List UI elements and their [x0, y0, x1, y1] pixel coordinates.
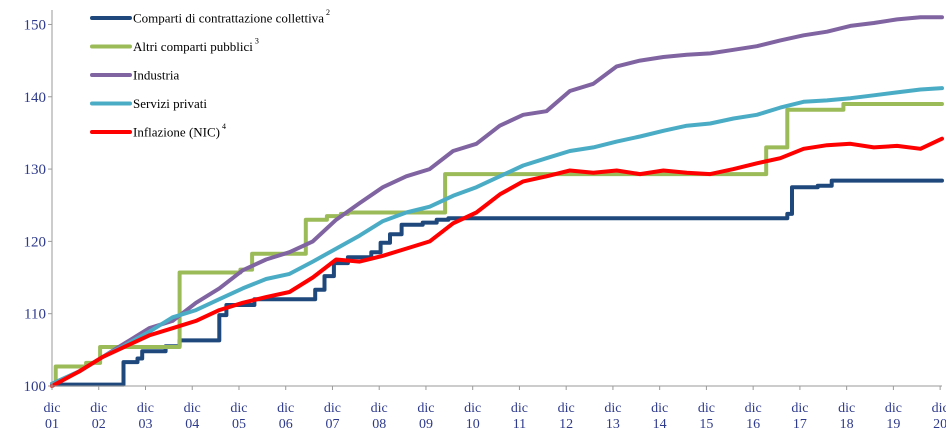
- x-tick-label-year: 06: [279, 417, 293, 429]
- x-tick-label: dic: [371, 401, 388, 416]
- x-tick-label: dic: [277, 401, 294, 416]
- x-tick-label: dic: [604, 401, 621, 416]
- y-tick-label: 110: [24, 307, 46, 323]
- x-tick-label: dic: [651, 401, 668, 416]
- x-tick-label: dic: [558, 401, 575, 416]
- x-tick-label: dic: [464, 401, 481, 416]
- y-tick-label: 120: [24, 234, 47, 250]
- x-tick-label-year: 09: [419, 417, 433, 429]
- x-tick-label-year: 03: [138, 417, 152, 429]
- x-tick-label: dic: [230, 401, 247, 416]
- x-tick-label-year: 13: [606, 417, 620, 429]
- x-tick-label: dic: [698, 401, 715, 416]
- x-tick-label-year: 19: [886, 417, 900, 429]
- x-tick-label: dic: [184, 401, 201, 416]
- legend-label: Industria: [133, 68, 179, 83]
- x-tick-label-year: 11: [513, 417, 526, 429]
- legend: Comparti di contrattazione collettiva 2 Al…: [90, 8, 330, 140]
- x-tick-label-year: 20: [933, 417, 946, 429]
- legend-label: Inflazione (NIC): [133, 125, 220, 140]
- x-tick-label: dic: [791, 401, 808, 416]
- x-tick-label-year: 10: [466, 417, 480, 429]
- x-tick-label-year: 14: [653, 417, 667, 429]
- series-line-1: [50, 178, 944, 387]
- x-tick-label-year: 18: [840, 417, 854, 429]
- legend-label: Altri comparti pubblici: [133, 39, 253, 54]
- legend-label: Servizi privati: [133, 96, 207, 111]
- x-tick-label-year: 04: [185, 417, 199, 429]
- series-line-5: [50, 136, 944, 388]
- x-tick-label: dic: [43, 401, 60, 416]
- x-tick-label-year: 15: [699, 417, 713, 429]
- series-layer: [50, 15, 944, 388]
- legend-footnote: 3: [255, 37, 259, 46]
- x-tick-label-year: 08: [372, 417, 386, 429]
- x-tick-label: dic: [90, 401, 107, 416]
- legend-label: Comparti di contrattazione collettiva: [133, 11, 324, 26]
- x-tick-label: dic: [324, 401, 341, 416]
- y-tick-label: 100: [24, 379, 47, 395]
- x-tick-label-year: 16: [746, 417, 760, 429]
- x-tick-label: dic: [417, 401, 434, 416]
- legend-footnote: 4: [222, 122, 226, 131]
- x-tick-label: dic: [932, 401, 946, 416]
- x-tick-label: dic: [838, 401, 855, 416]
- x-tick-label: dic: [885, 401, 902, 416]
- x-tick-label: dic: [511, 401, 528, 416]
- x-tick-label: dic: [745, 401, 762, 416]
- axes: 100110120130140150dic01dic02dic03dic04di…: [24, 10, 946, 429]
- x-tick-label-year: 12: [559, 417, 573, 429]
- y-tick-label: 130: [24, 162, 47, 178]
- series-line-4: [50, 86, 944, 386]
- x-tick-label-year: 05: [232, 417, 246, 429]
- x-tick-label-year: 02: [92, 417, 106, 429]
- legend-footnote: 2: [326, 8, 330, 17]
- x-tick-label-year: 07: [325, 417, 339, 429]
- y-tick-label: 150: [24, 17, 47, 33]
- series-line-3: [50, 15, 944, 386]
- y-tick-label: 140: [24, 90, 47, 106]
- x-tick-label-year: 01: [45, 417, 59, 429]
- x-tick-label-year: 17: [793, 417, 807, 429]
- series-line-2: [50, 102, 944, 386]
- x-tick-label: dic: [137, 401, 154, 416]
